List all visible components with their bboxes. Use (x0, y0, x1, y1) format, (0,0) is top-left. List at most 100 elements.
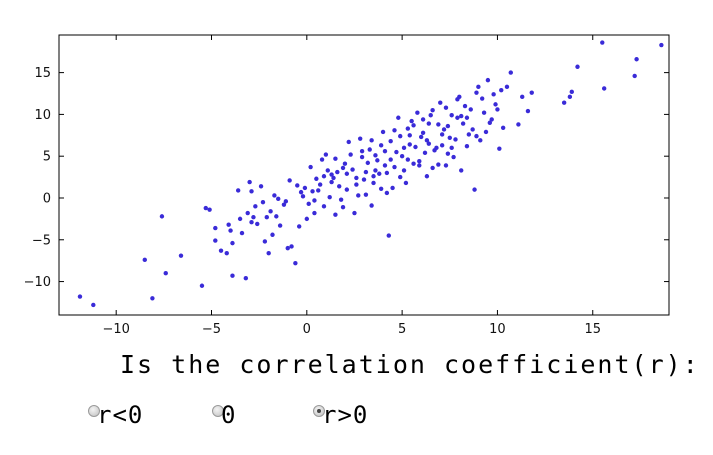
radio-button[interactable] (88, 405, 100, 417)
data-point (333, 156, 338, 161)
option-r-greater-than-zero[interactable]: r>0 (313, 394, 368, 429)
option-label: r>0 (322, 401, 369, 429)
data-point (321, 174, 327, 179)
data-point (430, 108, 435, 113)
data-point (264, 215, 269, 220)
x-tick-label: −5 (202, 322, 221, 337)
data-point (445, 123, 451, 129)
radio-button-selected[interactable] (313, 405, 325, 417)
data-point (213, 238, 218, 243)
data-point (495, 107, 500, 112)
data-point (369, 138, 374, 143)
data-point (260, 199, 266, 205)
data-point (369, 203, 374, 208)
data-point (455, 115, 460, 120)
data-point (466, 132, 472, 137)
question-text: Is the correlation coefficient(r): (120, 350, 700, 379)
data-point (428, 113, 433, 118)
data-point (424, 138, 430, 143)
data-point (483, 129, 489, 135)
x-tick-label: −10 (102, 322, 129, 337)
data-point (476, 84, 481, 90)
data-point (228, 228, 233, 233)
data-point (329, 179, 334, 185)
data-point (392, 164, 397, 170)
data-point (249, 220, 254, 225)
data-point (464, 115, 470, 120)
data-point (255, 221, 260, 227)
data-point (417, 163, 422, 168)
data-point (487, 120, 493, 125)
data-point (401, 145, 407, 151)
data-point (298, 189, 304, 195)
data-point (354, 182, 359, 187)
data-point (363, 169, 369, 175)
data-point (333, 212, 338, 217)
data-point (163, 271, 168, 276)
data-point (344, 187, 350, 192)
data-point (438, 100, 443, 105)
data-point (382, 163, 388, 168)
data-point (371, 180, 376, 186)
radio-button[interactable] (212, 405, 224, 417)
data-point (436, 162, 441, 167)
data-point (394, 149, 399, 155)
data-point (398, 133, 403, 139)
data-point (561, 100, 567, 105)
data-point (272, 193, 277, 198)
data-point (497, 146, 502, 151)
data-point (361, 177, 367, 182)
data-point (386, 233, 391, 238)
data-point (424, 174, 430, 179)
data-point (439, 132, 445, 137)
data-point (449, 113, 454, 118)
data-point (367, 147, 372, 152)
data-point (245, 210, 250, 216)
data-point (359, 154, 365, 160)
data-point (365, 160, 371, 166)
data-point (262, 239, 268, 244)
data-point (357, 136, 363, 141)
data-point (508, 70, 513, 75)
data-point (363, 192, 369, 197)
data-point (274, 214, 279, 219)
data-point (632, 73, 637, 79)
data-point (485, 77, 491, 83)
data-point (213, 225, 218, 231)
data-point (281, 202, 287, 207)
data-point (422, 150, 428, 156)
data-point (569, 89, 574, 95)
option-r-less-than-zero[interactable]: r<0 (88, 394, 143, 429)
data-point (239, 230, 245, 236)
data-point (251, 215, 256, 220)
data-point (459, 168, 464, 173)
data-point (459, 113, 464, 119)
data-point (382, 148, 388, 154)
data-point (468, 107, 473, 112)
data-point (296, 224, 302, 229)
data-point (529, 90, 534, 95)
data-point (243, 276, 249, 281)
data-point (378, 186, 384, 191)
data-point (258, 184, 264, 189)
y-tick-label: 5 (43, 150, 51, 165)
data-point (253, 204, 258, 209)
data-point (420, 130, 426, 135)
data-point (479, 96, 485, 101)
data-point (493, 102, 498, 107)
x-tick-label: 0 (303, 322, 311, 337)
data-point (455, 97, 460, 102)
y-tick-label: −10 (24, 275, 51, 290)
data-point (388, 157, 393, 162)
data-point (316, 188, 321, 193)
data-point (359, 148, 365, 154)
data-point (434, 145, 439, 151)
data-point (317, 182, 323, 187)
data-point (142, 257, 147, 263)
option-zero[interactable]: 0 (212, 394, 236, 429)
data-point (413, 144, 418, 150)
data-point (464, 143, 470, 149)
data-point (373, 168, 378, 173)
data-point (293, 260, 298, 266)
data-point (302, 185, 308, 191)
